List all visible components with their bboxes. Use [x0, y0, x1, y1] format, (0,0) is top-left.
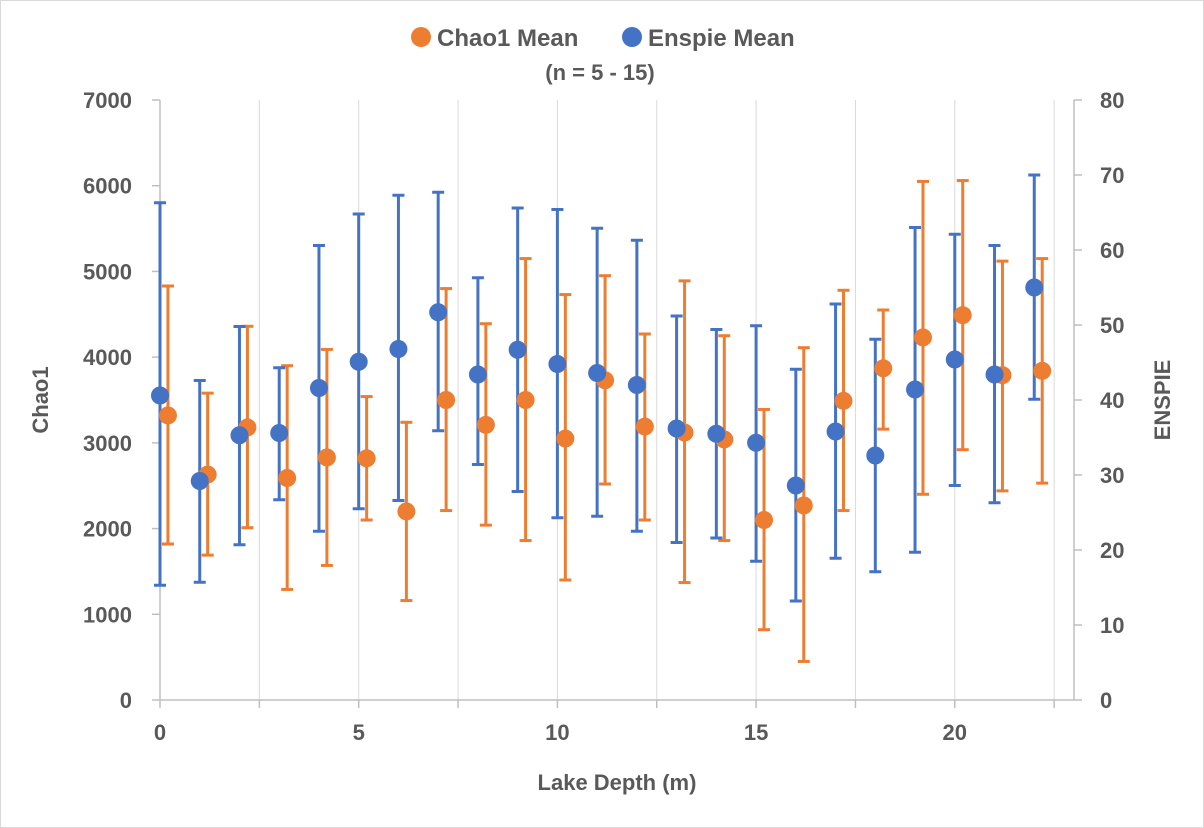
point-chao1: [357, 449, 376, 468]
y-tick-label: 2000: [83, 517, 132, 542]
point-chao1: [794, 496, 813, 515]
y2-tick-label: 0: [1100, 688, 1112, 713]
y2-tick-label: 60: [1100, 238, 1124, 263]
legend-label-chao1: Chao1 Mean: [437, 25, 578, 52]
point-enspie: [190, 472, 209, 490]
y-tick-label: 0: [120, 688, 132, 713]
point-chao1: [755, 511, 774, 529]
y2-tick-label: 20: [1100, 538, 1124, 563]
point-enspie: [985, 365, 1004, 384]
point-enspie: [747, 433, 766, 452]
point-enspie: [627, 376, 646, 394]
point-enspie: [349, 352, 368, 371]
point-enspie: [588, 364, 607, 382]
point-enspie: [309, 379, 328, 397]
point-chao1: [516, 391, 535, 409]
chart-subtitle: (n = 5 - 15): [545, 60, 654, 85]
point-chao1: [437, 391, 456, 409]
y-tick-label: 3000: [83, 431, 132, 456]
y-axis-title: Chao1: [28, 366, 53, 433]
point-chao1: [834, 391, 853, 410]
y2-axis-title: ENSPIE: [1150, 360, 1175, 441]
point-enspie: [866, 446, 885, 465]
legend-marker-enspie: [622, 27, 642, 47]
x-tick-label: 0: [154, 720, 166, 745]
axes: [152, 99, 1082, 708]
point-enspie: [389, 340, 408, 358]
y-tick-label: 6000: [83, 174, 132, 199]
y2-tick-label: 80: [1100, 88, 1124, 113]
point-enspie: [1025, 278, 1044, 297]
legend: Chao1 Mean Enspie Mean: [411, 25, 795, 52]
y2-tick-label: 10: [1100, 613, 1124, 638]
point-chao1: [556, 429, 575, 448]
x-axis-title: Lake Depth (m): [538, 770, 697, 795]
point-enspie: [151, 386, 169, 405]
point-chao1: [317, 448, 336, 467]
y-tick-label: 1000: [83, 602, 132, 627]
point-enspie: [270, 424, 289, 442]
legend-label-enspie: Enspie Mean: [648, 25, 795, 52]
point-chao1: [476, 415, 495, 434]
point-enspie: [230, 426, 249, 445]
tick-labels: 0 5 10 15 20 0 1000 2000 3000 4000 5000 6000 7000 0 10…: [83, 88, 1124, 745]
y2-tick-label: 70: [1100, 163, 1124, 188]
point-enspie: [945, 350, 964, 369]
x-tick-label: 10: [545, 720, 569, 745]
point-chao1: [635, 417, 654, 436]
y-tick-label: 5000: [83, 259, 132, 284]
point-chao1: [278, 469, 297, 487]
point-enspie: [508, 340, 527, 359]
point-chao1: [874, 359, 893, 378]
y2-tick-label: 30: [1100, 463, 1124, 488]
point-enspie: [548, 355, 567, 373]
y-tick-label: 4000: [83, 345, 132, 370]
point-enspie: [468, 365, 487, 384]
point-chao1: [953, 306, 972, 325]
point-enspie: [667, 419, 686, 438]
legend-marker-chao1: [411, 27, 431, 47]
x-tick-label: 20: [943, 720, 967, 745]
y2-tick-label: 50: [1100, 313, 1124, 338]
point-chao1: [1033, 361, 1052, 380]
point-enspie: [786, 476, 805, 495]
point-enspie: [707, 424, 726, 443]
x-tick-label: 5: [353, 720, 365, 745]
point-chao1: [397, 502, 416, 521]
point-enspie: [826, 422, 845, 441]
y-tick-label: 7000: [83, 88, 132, 113]
data-points: [151, 278, 1052, 529]
y2-tick-label: 40: [1100, 388, 1124, 413]
point-chao1: [158, 406, 177, 425]
point-enspie: [906, 380, 925, 399]
point-chao1: [913, 328, 932, 347]
point-enspie: [429, 303, 448, 322]
x-tick-label: 15: [744, 720, 768, 745]
